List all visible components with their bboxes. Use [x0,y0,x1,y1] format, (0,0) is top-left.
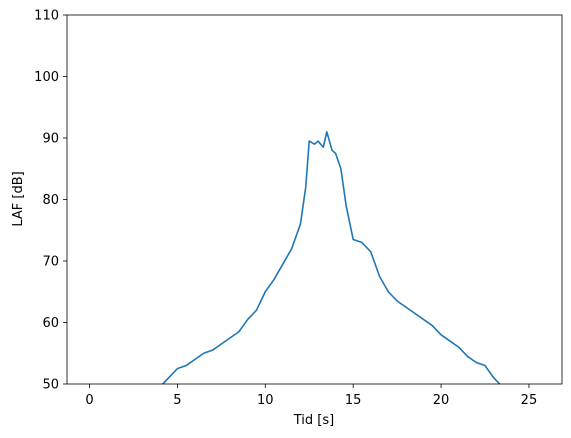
x-tick-label: 25 [521,393,538,408]
x-tick-label: 10 [257,393,274,408]
y-tick-label: 110 [34,9,59,24]
plot-frame [66,14,563,385]
y-tick-label: 70 [42,255,59,270]
y-axis-label: LAF [dB] [11,171,26,226]
x-tick-label: 5 [173,393,181,408]
y-tick-label: 80 [42,193,59,208]
x-tick-label: 0 [85,393,93,408]
x-tick-label: 20 [433,393,450,408]
y-tick-label: 100 [34,70,59,85]
data-line [161,131,501,384]
x-tick-label: 15 [345,393,362,408]
y-tick-label: 50 [42,378,59,393]
y-tick-label: 60 [42,316,59,331]
x-axis-label: Tid [s] [293,413,334,428]
y-tick-label: 90 [42,132,59,147]
